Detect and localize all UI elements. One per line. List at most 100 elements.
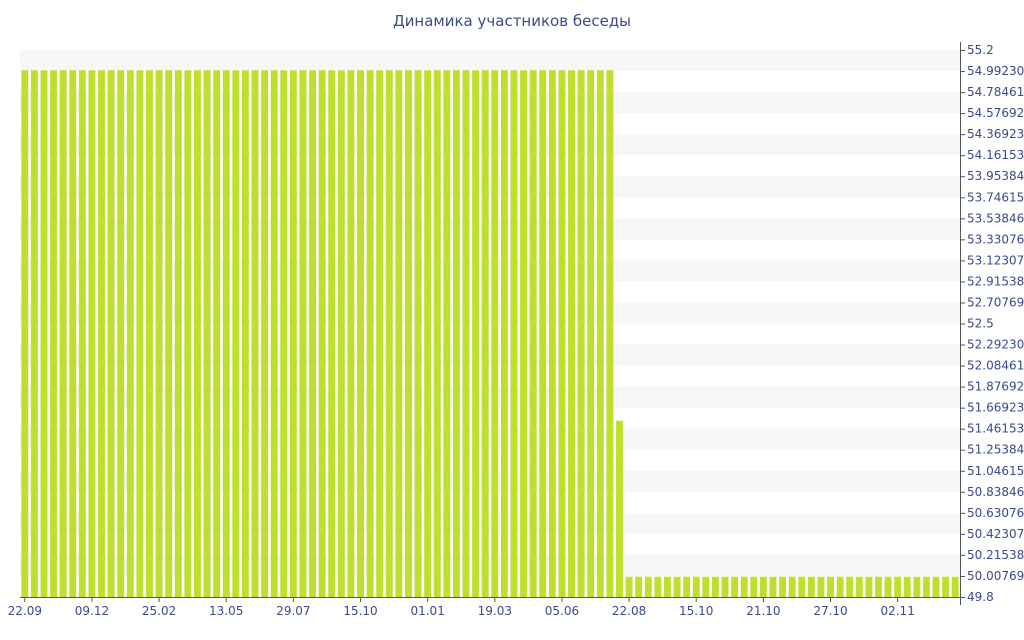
bar[interactable] bbox=[548, 70, 556, 597]
bar[interactable] bbox=[894, 576, 902, 597]
bar[interactable] bbox=[21, 70, 29, 597]
bar[interactable] bbox=[59, 70, 67, 597]
bar[interactable] bbox=[539, 70, 547, 597]
bar[interactable] bbox=[328, 70, 336, 597]
bar[interactable] bbox=[673, 576, 681, 597]
bar[interactable] bbox=[951, 576, 959, 597]
bar[interactable] bbox=[98, 70, 105, 597]
bar[interactable] bbox=[30, 70, 38, 597]
grid-stripe bbox=[20, 50, 960, 72]
bar[interactable] bbox=[299, 70, 307, 597]
bar[interactable] bbox=[491, 70, 499, 597]
bar[interactable] bbox=[462, 70, 470, 597]
bar[interactable] bbox=[836, 576, 844, 597]
bar[interactable] bbox=[395, 70, 403, 597]
bar[interactable] bbox=[405, 70, 412, 597]
bar[interactable] bbox=[69, 70, 77, 597]
bar[interactable] bbox=[136, 70, 144, 597]
bar[interactable] bbox=[309, 70, 317, 597]
bar[interactable] bbox=[529, 70, 537, 597]
bar[interactable] bbox=[683, 576, 691, 597]
bar[interactable] bbox=[510, 70, 518, 597]
bar[interactable] bbox=[203, 70, 211, 597]
bar[interactable] bbox=[625, 576, 633, 597]
bar[interactable] bbox=[280, 70, 288, 597]
bar[interactable] bbox=[798, 576, 806, 597]
bar[interactable] bbox=[606, 70, 614, 597]
bar[interactable] bbox=[481, 70, 489, 597]
bar[interactable] bbox=[769, 576, 777, 597]
bar[interactable] bbox=[663, 576, 671, 597]
bar[interactable] bbox=[241, 70, 249, 597]
bar[interactable] bbox=[385, 70, 393, 597]
bar[interactable] bbox=[644, 576, 652, 597]
bar[interactable] bbox=[711, 576, 719, 597]
bar[interactable] bbox=[932, 576, 940, 597]
bar[interactable] bbox=[779, 576, 787, 597]
bar[interactable] bbox=[568, 70, 575, 597]
bar[interactable] bbox=[50, 70, 58, 597]
bar[interactable] bbox=[261, 70, 269, 597]
bar[interactable] bbox=[78, 70, 86, 597]
bar[interactable] bbox=[884, 576, 892, 597]
bar[interactable] bbox=[40, 70, 48, 597]
bar[interactable] bbox=[942, 576, 950, 597]
bar[interactable] bbox=[596, 70, 604, 597]
bar[interactable] bbox=[740, 576, 748, 597]
bar[interactable] bbox=[913, 576, 921, 597]
bar[interactable] bbox=[88, 70, 96, 597]
bar[interactable] bbox=[213, 70, 221, 597]
bar[interactable] bbox=[414, 70, 422, 597]
bar[interactable] bbox=[155, 70, 163, 597]
bar[interactable] bbox=[366, 70, 374, 597]
bar[interactable] bbox=[232, 70, 240, 597]
bar[interactable] bbox=[174, 70, 182, 597]
bar[interactable] bbox=[289, 70, 297, 597]
bar[interactable] bbox=[635, 576, 643, 597]
bar[interactable] bbox=[222, 70, 230, 597]
bar[interactable] bbox=[827, 576, 834, 597]
bar[interactable] bbox=[807, 576, 815, 597]
bar[interactable] bbox=[577, 70, 585, 597]
bar[interactable] bbox=[337, 70, 345, 597]
bar[interactable] bbox=[318, 70, 326, 597]
bar[interactable] bbox=[817, 576, 825, 597]
bar[interactable] bbox=[472, 70, 480, 597]
bar[interactable] bbox=[788, 576, 796, 597]
x-tick-label: 21.10 bbox=[746, 604, 780, 618]
bar[interactable] bbox=[424, 70, 432, 597]
bar[interactable] bbox=[165, 70, 173, 597]
bar[interactable] bbox=[146, 70, 153, 597]
bar[interactable] bbox=[193, 70, 201, 597]
bar[interactable] bbox=[721, 576, 729, 597]
bar[interactable] bbox=[117, 70, 125, 597]
bar[interactable] bbox=[731, 576, 739, 597]
bar[interactable] bbox=[184, 70, 192, 597]
bar[interactable] bbox=[903, 576, 911, 597]
bar[interactable] bbox=[347, 70, 355, 597]
bar[interactable] bbox=[433, 70, 441, 597]
bar[interactable] bbox=[846, 576, 854, 597]
bar[interactable] bbox=[357, 70, 364, 597]
bar[interactable] bbox=[759, 576, 767, 597]
bar[interactable] bbox=[376, 70, 384, 597]
bar[interactable] bbox=[875, 576, 882, 597]
bar[interactable] bbox=[107, 70, 115, 597]
bar[interactable] bbox=[750, 576, 758, 597]
bar[interactable] bbox=[865, 576, 873, 597]
bar[interactable] bbox=[616, 420, 623, 597]
bar[interactable] bbox=[270, 70, 278, 597]
bar[interactable] bbox=[443, 70, 451, 597]
bar[interactable] bbox=[251, 70, 259, 597]
bar[interactable] bbox=[922, 576, 930, 597]
bar[interactable] bbox=[452, 70, 460, 597]
bar[interactable] bbox=[654, 576, 662, 597]
bar[interactable] bbox=[587, 70, 595, 597]
bar[interactable] bbox=[520, 70, 528, 597]
bar[interactable] bbox=[702, 576, 710, 597]
bar[interactable] bbox=[126, 70, 134, 597]
bar[interactable] bbox=[500, 70, 508, 597]
bar[interactable] bbox=[855, 576, 863, 597]
bar[interactable] bbox=[558, 70, 566, 597]
bar[interactable] bbox=[692, 576, 700, 597]
